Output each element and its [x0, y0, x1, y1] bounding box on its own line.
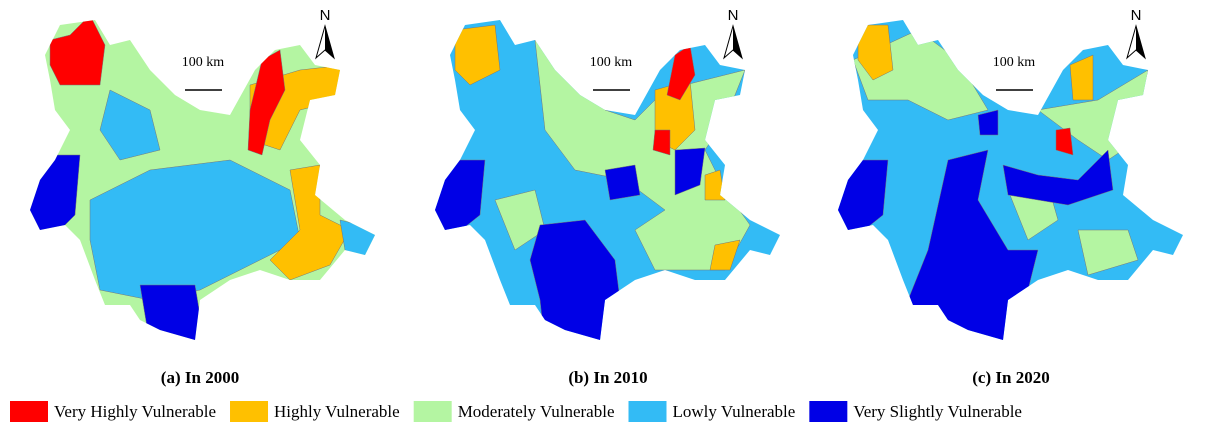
- legend-swatch: [10, 401, 48, 422]
- north-arrow: [1136, 26, 1145, 58]
- region: [704, 169, 726, 201]
- region: [139, 284, 206, 340]
- panel-caption: (c) In 2020: [972, 368, 1049, 387]
- panel-caption: (a) In 2000: [161, 368, 239, 387]
- region: [454, 24, 501, 86]
- region: [709, 239, 741, 271]
- region: [339, 219, 375, 261]
- north-label: N: [320, 7, 331, 24]
- map-panel: 100 km N (c) In 2020: [838, 7, 1183, 387]
- region: [857, 24, 894, 81]
- map-panel: 100 km N (a) In 2000: [30, 7, 375, 387]
- legend-swatch: [628, 401, 667, 422]
- region: [49, 20, 106, 86]
- legend-swatch: [230, 401, 269, 422]
- panel-caption: (b) In 2010: [568, 368, 647, 387]
- legend-swatch: [809, 401, 848, 422]
- region: [1077, 229, 1139, 276]
- legend-label: Very Slightly Vulnerable: [853, 402, 1022, 421]
- map-panel: 100 km N (b) In 2010: [435, 7, 780, 387]
- region: [977, 109, 999, 136]
- scale-label: 100 km: [993, 55, 1036, 70]
- legend-label: Very Highly Vulnerable: [54, 402, 216, 421]
- legend-label: Lowly Vulnerable: [673, 402, 796, 421]
- scale-label: 100 km: [182, 55, 225, 70]
- north-label: N: [728, 7, 739, 24]
- region: [529, 219, 621, 340]
- legend-label: Highly Vulnerable: [274, 402, 400, 421]
- legend-swatch: [413, 401, 452, 422]
- region: [674, 147, 706, 196]
- legend: Very Highly Vulnerable Highly Vulnerable M…: [10, 401, 1022, 422]
- scale-label: 100 km: [590, 55, 633, 70]
- region: [604, 164, 641, 201]
- region: [1069, 54, 1094, 101]
- north-label: N: [1131, 7, 1142, 24]
- legend-label: Moderately Vulnerable: [458, 402, 615, 421]
- north-arrow: [325, 26, 334, 58]
- north-arrow: [733, 26, 742, 58]
- region: [652, 129, 671, 156]
- region: [247, 49, 286, 156]
- region: [1002, 149, 1114, 206]
- region: [99, 89, 161, 161]
- region: [1055, 127, 1074, 156]
- region: [89, 159, 301, 301]
